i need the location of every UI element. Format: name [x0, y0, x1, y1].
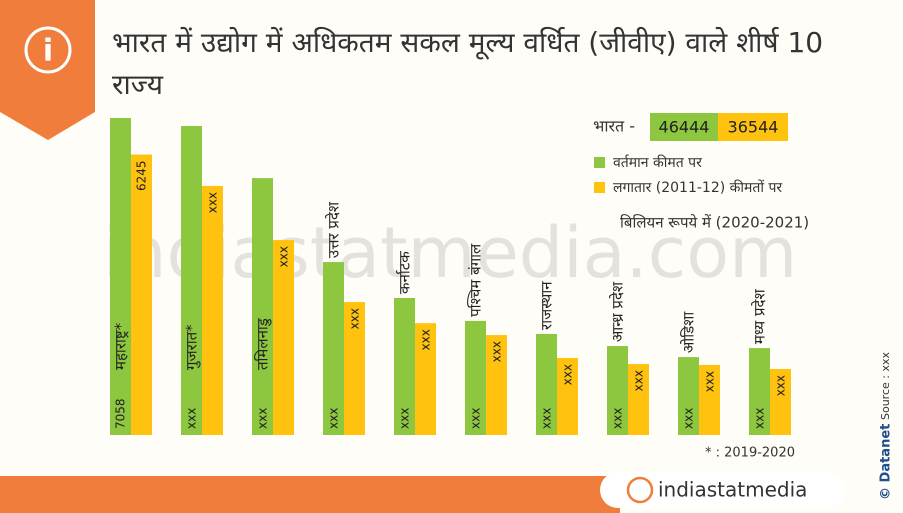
unit-note: बिलियन रूपये में (2020-2021) — [620, 214, 809, 232]
bar — [273, 240, 294, 435]
value-label: xxx — [256, 408, 270, 429]
legend-label: वर्तमान कीमत पर — [613, 154, 702, 171]
total-current: 46444 — [659, 118, 710, 137]
value-label: xxx — [753, 408, 767, 429]
bar — [628, 364, 649, 435]
total-label: भारत - — [593, 117, 635, 136]
bar — [344, 302, 365, 435]
bar — [607, 346, 628, 435]
bar — [770, 368, 791, 435]
source: Source : xxx — [879, 352, 892, 420]
legend-swatch — [594, 157, 605, 168]
bar — [131, 154, 152, 435]
value-label: 7058 — [114, 398, 128, 429]
bar — [394, 298, 415, 435]
category-label: मध्य प्रदेश — [751, 289, 769, 345]
logo-text: indiastatmedia — [658, 478, 807, 502]
bar — [465, 320, 486, 435]
value-label: xxx — [774, 375, 788, 396]
bar — [557, 357, 578, 435]
bar — [181, 125, 202, 435]
logo-pill — [600, 472, 845, 508]
value-label: xxx — [419, 329, 433, 350]
bar — [699, 364, 720, 435]
bar — [252, 178, 273, 435]
value-label: xxx — [703, 371, 717, 392]
value-label: xxx — [490, 341, 504, 362]
bar — [323, 262, 344, 435]
bar — [415, 323, 436, 435]
value-label: xxx — [348, 308, 362, 329]
value-label: xxx — [632, 370, 646, 391]
category-label: आन्ध्र प्रदेश — [609, 281, 627, 342]
category-label: पश्चिम बंगाल — [467, 243, 485, 317]
category-label: कर्नाटक — [396, 251, 414, 294]
value-label: xxx — [185, 408, 199, 429]
value-label: xxx — [561, 364, 575, 385]
legend-swatch — [594, 182, 605, 193]
info-icon-letter: i — [43, 34, 53, 69]
value-label: xxx — [327, 408, 341, 429]
total-constant-box — [718, 113, 788, 141]
category-label: ओडिशा — [680, 311, 698, 353]
footer-band — [0, 476, 620, 513]
logo-icon — [626, 476, 654, 504]
value-label: xxx — [277, 246, 291, 267]
legend-label: लगातार (2011-12) कीमतों पर — [613, 179, 782, 196]
bar — [486, 335, 507, 435]
category-label: गुजरात* — [183, 324, 202, 370]
bar — [536, 333, 557, 435]
bar — [749, 348, 770, 435]
value-label: xxx — [469, 408, 483, 429]
chart-title: भारत में उद्योग में अधिकतम सकल मूल्य वर्… — [112, 26, 824, 101]
datanet: © Datanet — [879, 424, 894, 500]
value-label: xxx — [682, 408, 696, 429]
bar — [678, 357, 699, 435]
value-label: xxx — [611, 408, 625, 429]
info-icon — [24, 26, 72, 74]
value-label: xxx — [398, 408, 412, 429]
value-label: xxx — [206, 192, 220, 213]
total-current-box — [650, 113, 718, 141]
category-label: उत्तर प्रदेश — [325, 201, 343, 258]
value-label: 6245 — [135, 161, 149, 192]
category-label: राजस्थान — [538, 281, 556, 330]
footnote: * : 2019-2020 — [705, 446, 795, 461]
bar — [202, 185, 223, 435]
category-label: महाराष्ट्र* — [112, 322, 130, 370]
value-label: xxx — [540, 408, 554, 429]
total-constant: 36544 — [728, 118, 779, 137]
title-badge — [0, 0, 95, 140]
bar — [110, 118, 131, 435]
category-label: तमिलनाडु — [254, 317, 273, 370]
